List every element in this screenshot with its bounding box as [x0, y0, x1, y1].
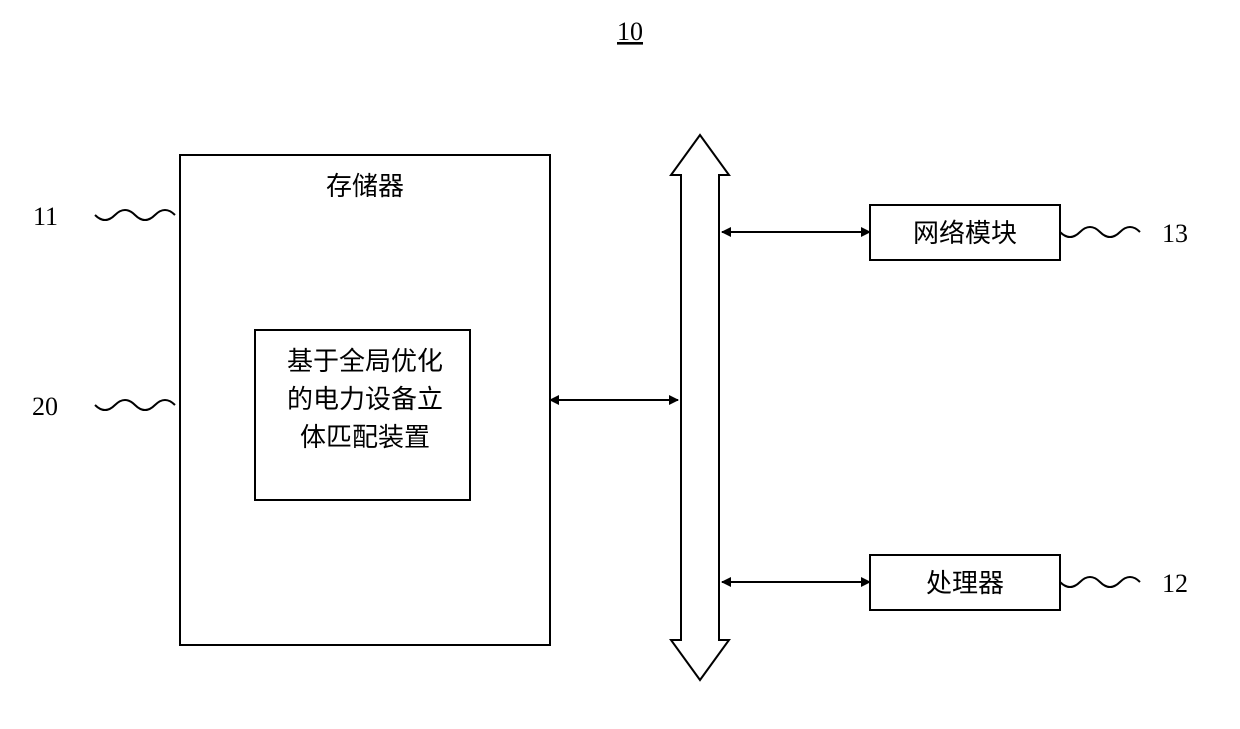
ref-12: 12: [1162, 569, 1188, 598]
network-label: 网络模块: [913, 219, 1017, 248]
leader-13: [1060, 227, 1140, 237]
ref-20: 20: [32, 392, 58, 421]
device-label-line1: 的电力设备立: [287, 385, 443, 414]
leader-12: [1060, 577, 1140, 587]
device-label-line2: 体匹配装置: [300, 423, 430, 452]
device-label-line0: 基于全局优化: [287, 347, 443, 376]
processor-label: 处理器: [926, 569, 1004, 598]
leader-11: [95, 210, 175, 220]
ref-13: 13: [1162, 219, 1188, 248]
figure-number: 10: [617, 17, 643, 46]
bus-arrow: [671, 135, 729, 680]
ref-11: 11: [33, 202, 58, 231]
memory-label: 存储器: [326, 172, 404, 201]
leader-20: [95, 400, 175, 410]
